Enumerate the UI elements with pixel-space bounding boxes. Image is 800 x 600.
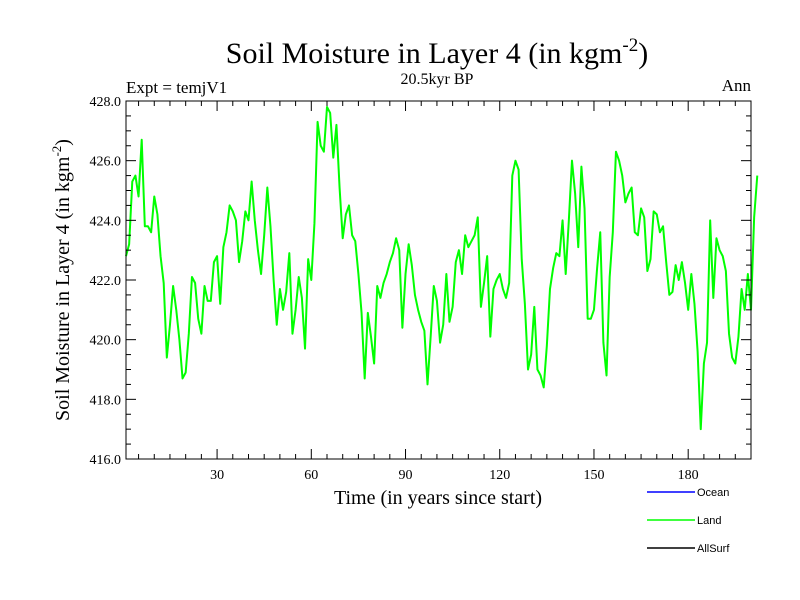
series-line-land xyxy=(125,105,759,431)
legend-label-land: Land xyxy=(697,515,721,527)
season-label: Ann xyxy=(722,76,752,95)
x-tick-label: 150 xyxy=(583,468,604,483)
plot-frame xyxy=(125,100,752,460)
ticks-layer xyxy=(126,100,751,460)
chart-title: Soil Moisture in Layer 4 (in kgm-2) xyxy=(226,35,648,70)
x-tick-label: 120 xyxy=(489,468,510,483)
y-tick-label: 424.0 xyxy=(90,214,122,229)
y-tick-label: 426.0 xyxy=(90,155,122,170)
tick-labels-layer: 30 60 90 120 150 180 416.0 418.0 420.0 422.0 424.0… xyxy=(90,95,699,483)
y-tick-label: 420.0 xyxy=(90,334,122,349)
x-tick-label: 180 xyxy=(678,468,699,483)
legend-label-allsurf: AllSurf xyxy=(697,543,730,555)
y-tick-label: 428.0 xyxy=(90,95,122,110)
x-tick-label: 60 xyxy=(304,468,318,483)
y-axis-label: Soil Moisture in Layer 4 (in kgm-2) xyxy=(49,139,74,421)
x-tick-label: 90 xyxy=(399,468,413,483)
y-tick-label: 422.0 xyxy=(90,274,122,289)
x-axis-label: Time (in years since start) xyxy=(334,487,542,509)
y-tick-label: 418.0 xyxy=(90,393,122,408)
y-tick-label: 416.0 xyxy=(90,453,122,468)
expt-label: Expt = temjV1 xyxy=(126,78,227,97)
legend: Ocean Land AllSurf xyxy=(647,487,730,555)
series-layer xyxy=(125,105,759,431)
x-tick-label: 30 xyxy=(210,468,224,483)
chart-subtitle: 20.5kyr BP xyxy=(401,71,474,88)
legend-label-ocean: Ocean xyxy=(697,487,729,499)
